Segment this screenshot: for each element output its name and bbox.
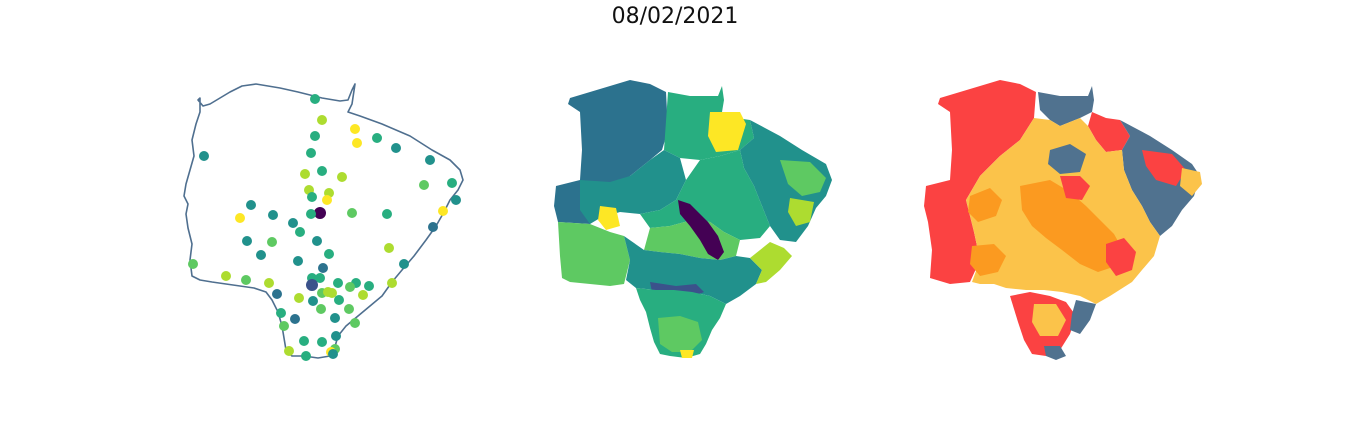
station-point bbox=[317, 337, 327, 347]
station-point bbox=[300, 169, 310, 179]
station-point bbox=[391, 143, 401, 153]
station-point bbox=[344, 304, 354, 314]
station-point bbox=[307, 192, 317, 202]
station-point bbox=[221, 271, 231, 281]
region-central-orange bbox=[1020, 180, 1124, 272]
station-point bbox=[316, 304, 326, 314]
station-point bbox=[451, 195, 461, 205]
station-point bbox=[268, 210, 278, 220]
region-west-orange bbox=[968, 188, 1002, 222]
station-point bbox=[235, 213, 245, 223]
station-point bbox=[428, 222, 438, 232]
region-central-west bbox=[580, 150, 686, 224]
station-point bbox=[387, 278, 397, 288]
station-point bbox=[323, 287, 333, 297]
region-far-west bbox=[924, 80, 1036, 284]
region-north-yellow bbox=[708, 112, 746, 152]
station-point bbox=[308, 296, 318, 306]
station-point bbox=[264, 278, 274, 288]
stations-map bbox=[183, 83, 464, 361]
station-point bbox=[364, 281, 374, 291]
station-point bbox=[331, 331, 341, 341]
region-dark-purple bbox=[678, 200, 724, 260]
station-point bbox=[382, 209, 392, 219]
station-point bbox=[334, 295, 344, 305]
station-point bbox=[358, 290, 368, 300]
region-south-green bbox=[658, 316, 702, 352]
region-east-amber bbox=[1180, 168, 1202, 196]
station-point bbox=[317, 166, 327, 176]
station-point bbox=[306, 279, 318, 291]
station-point bbox=[310, 94, 320, 104]
station-point bbox=[310, 131, 320, 141]
station-point bbox=[314, 207, 326, 219]
station-point bbox=[318, 263, 328, 273]
region-southeast-lime bbox=[750, 242, 792, 284]
station-point bbox=[279, 321, 289, 331]
station-point bbox=[306, 209, 316, 219]
station-point bbox=[438, 206, 448, 216]
region-south-slate bbox=[1070, 300, 1096, 334]
station-point bbox=[246, 200, 256, 210]
region-southwest-orange bbox=[970, 244, 1006, 276]
station-point bbox=[425, 155, 435, 165]
station-point bbox=[322, 195, 332, 205]
station-point bbox=[301, 351, 311, 361]
region-southern-tip-slate bbox=[1044, 346, 1066, 360]
station-point bbox=[330, 313, 340, 323]
region-northeast-red bbox=[1088, 112, 1130, 152]
station-point bbox=[306, 148, 316, 158]
station-point bbox=[347, 208, 357, 218]
station-point bbox=[241, 275, 251, 285]
station-point bbox=[290, 314, 300, 324]
station-point bbox=[312, 236, 322, 246]
station-point bbox=[447, 178, 457, 188]
station-point bbox=[288, 218, 298, 228]
station-point bbox=[293, 256, 303, 266]
station-point bbox=[199, 151, 209, 161]
station-point bbox=[295, 227, 305, 237]
station-point bbox=[399, 259, 409, 269]
region-south-yellow bbox=[680, 350, 694, 358]
station-point bbox=[324, 249, 334, 259]
station-point bbox=[284, 346, 294, 356]
region-east-red bbox=[1142, 150, 1186, 186]
station-point bbox=[267, 237, 277, 247]
region-south-amber bbox=[1032, 304, 1066, 336]
station-point bbox=[299, 336, 309, 346]
region-west-yellow bbox=[598, 206, 620, 230]
region-north-slate bbox=[1038, 86, 1094, 126]
region-east-green bbox=[780, 160, 826, 196]
station-point bbox=[272, 289, 282, 299]
station-point bbox=[317, 115, 327, 125]
station-point bbox=[256, 250, 266, 260]
station-point bbox=[337, 172, 347, 182]
region-southwest bbox=[558, 222, 630, 286]
category-map bbox=[924, 80, 1202, 360]
region-central-slate bbox=[1048, 144, 1086, 174]
station-point bbox=[328, 349, 338, 359]
station-point bbox=[294, 293, 304, 303]
station-point bbox=[345, 282, 355, 292]
region-center-red bbox=[1060, 176, 1090, 200]
region-east-yellow bbox=[788, 198, 814, 226]
state-outline bbox=[183, 83, 464, 359]
station-point bbox=[350, 318, 360, 328]
choropleth-map bbox=[554, 80, 832, 358]
station-points bbox=[188, 94, 461, 361]
station-point bbox=[242, 236, 252, 246]
station-point bbox=[188, 259, 198, 269]
station-point bbox=[419, 180, 429, 190]
region-southeast-red bbox=[1106, 238, 1136, 276]
station-point bbox=[276, 308, 286, 318]
station-point bbox=[352, 138, 362, 148]
station-point bbox=[350, 124, 360, 134]
station-point bbox=[384, 243, 394, 253]
station-point bbox=[372, 133, 382, 143]
figure-title: 08/02/2021 bbox=[611, 4, 739, 29]
region-central bbox=[640, 150, 770, 240]
station-point bbox=[315, 273, 325, 283]
station-point bbox=[333, 278, 343, 288]
